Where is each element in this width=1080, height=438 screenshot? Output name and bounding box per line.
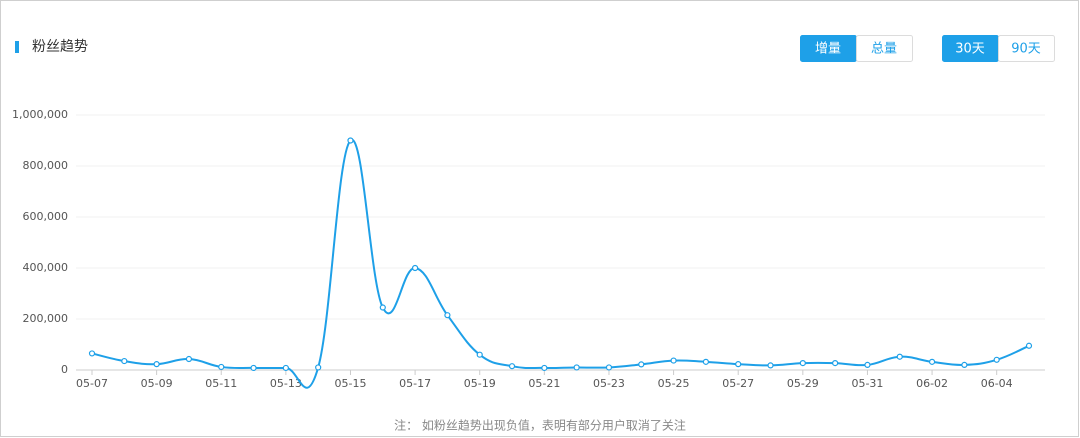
chart-note: 注： 如粉丝趋势出现负值，表明有部分用户取消了关注 (394, 418, 686, 433)
data-point (735, 361, 742, 368)
data-point (928, 358, 936, 365)
x-tick-label: 05-11 (205, 377, 237, 390)
y-tick-label: 1,000,000 (12, 108, 68, 121)
data-point (412, 264, 419, 272)
chart-title: 粉丝趋势 (32, 39, 88, 55)
y-tick-label: 200,000 (23, 312, 69, 325)
x-tick-label: 05-15 (334, 377, 366, 390)
x-tick-label: 06-04 (981, 377, 1013, 390)
data-point (573, 364, 580, 371)
data-point (218, 363, 225, 371)
data-point (508, 363, 516, 370)
x-tick-label: 05-29 (787, 377, 819, 390)
x-tick-label: 05-13 (270, 377, 302, 390)
y-tick-label: 0 (61, 363, 68, 376)
data-point (767, 362, 774, 369)
data-point (121, 357, 128, 365)
data-point (896, 353, 903, 360)
data-point (315, 364, 322, 371)
x-tick-label: 05-27 (722, 377, 754, 390)
y-tick-label: 800,000 (23, 159, 69, 172)
data-point (864, 361, 871, 368)
data-point (961, 361, 968, 368)
x-tick-label: 05-09 (141, 377, 173, 390)
x-tick-label: 05-19 (464, 377, 496, 390)
x-tick-label: 05-17 (399, 377, 431, 390)
data-point (282, 364, 289, 372)
data-point (638, 361, 645, 368)
x-tick-label: 06-02 (916, 377, 948, 390)
data-point (541, 364, 548, 372)
data-point (250, 364, 257, 372)
toggle-label[interactable]: 90天 (1011, 42, 1041, 57)
data-point (444, 312, 451, 319)
toggle-label[interactable]: 增量 (815, 42, 841, 57)
series-line (91, 139, 1030, 389)
data-point (670, 357, 677, 364)
data-point (832, 360, 839, 367)
x-tick-label: 05-23 (593, 377, 625, 390)
data-point (993, 356, 1000, 363)
x-tick-label: 05-07 (76, 377, 108, 390)
data-point (799, 360, 806, 367)
toggle-button[interactable] (998, 35, 1055, 62)
x-tick-label: 05-21 (528, 377, 560, 390)
data-point (605, 364, 613, 371)
data-point (347, 137, 354, 144)
data-point (702, 358, 709, 365)
y-tick-label: 400,000 (23, 261, 69, 274)
data-point (1025, 342, 1033, 349)
data-point (153, 361, 160, 368)
x-tick-label: 05-31 (851, 377, 883, 390)
toggle-button[interactable] (856, 35, 913, 62)
data-point (379, 304, 386, 311)
x-tick-label: 05-25 (658, 377, 690, 390)
data-point (185, 355, 193, 363)
toggle-label[interactable]: 总量 (871, 42, 897, 57)
y-tick-label: 600,000 (23, 210, 69, 223)
title-marker (15, 41, 19, 53)
data-point (88, 350, 96, 357)
data-point (476, 351, 483, 358)
toggle-label[interactable]: 30天 (955, 42, 985, 57)
